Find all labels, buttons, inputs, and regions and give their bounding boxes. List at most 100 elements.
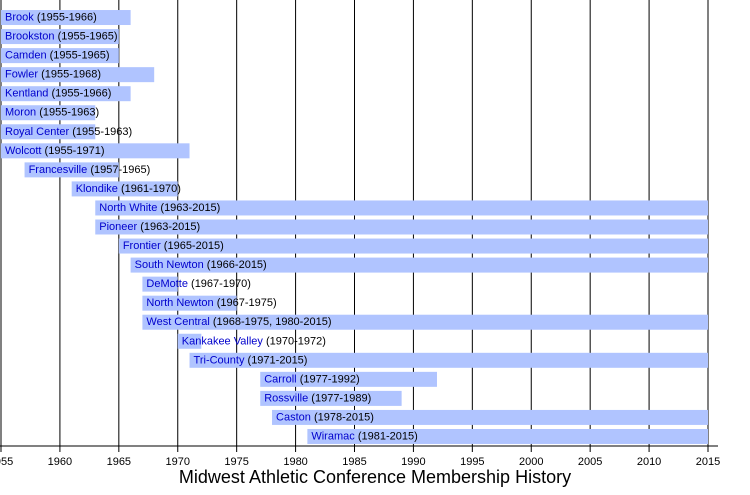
member-period: (1981-2015) bbox=[358, 430, 418, 442]
bar-label: Frontier (1965-2015) bbox=[123, 240, 224, 252]
bar-label: Kentland (1955-1966) bbox=[5, 88, 111, 100]
member-period: (1971-2015) bbox=[248, 354, 308, 366]
bar-label: Pioneer (1963-2015) bbox=[99, 221, 200, 233]
member-period: (1977-1989) bbox=[311, 392, 371, 404]
bar bbox=[1, 10, 131, 26]
member-name: Royal Center bbox=[5, 126, 70, 138]
bar-label: North Newton (1967-1975) bbox=[146, 297, 276, 309]
bar bbox=[142, 295, 237, 311]
member-period: (1967-1975) bbox=[217, 297, 277, 309]
bar-label: North White (1963-2015) bbox=[99, 202, 220, 214]
member-period: (1957-1965) bbox=[90, 164, 150, 176]
member-name: Wolcott bbox=[5, 145, 41, 157]
member-name: Pioneer bbox=[99, 221, 137, 233]
member-name: Rossville bbox=[264, 392, 308, 404]
bar-label: DeMotte (1967-1970) bbox=[146, 278, 251, 290]
x-tick-label: 1985 bbox=[342, 456, 366, 468]
member-name: Kankakee Valley bbox=[182, 335, 264, 347]
x-tick-label: 2010 bbox=[637, 456, 661, 468]
bar-label: Camden (1955-1965) bbox=[5, 50, 110, 62]
member-period: (1955-1965) bbox=[50, 50, 110, 62]
bar bbox=[1, 105, 96, 121]
member-name: North White bbox=[99, 202, 157, 214]
member-period: (1970-1972) bbox=[266, 335, 326, 347]
bar-label: Kankakee Valley (1970-1972) bbox=[182, 335, 326, 347]
chart-title: Midwest Athletic Conference Membership H… bbox=[179, 467, 571, 487]
member-name: North Newton bbox=[146, 297, 213, 309]
x-tick-label: 1975 bbox=[224, 456, 248, 468]
bar-label: Carroll (1977-1992) bbox=[264, 373, 359, 385]
member-name: Brook bbox=[5, 11, 34, 23]
member-period: (1955-1965) bbox=[58, 30, 118, 42]
bar-label: West Central (1968-1975, 1980-2015) bbox=[146, 316, 331, 328]
member-period: (1955-1963) bbox=[72, 126, 132, 138]
member-period: (1967-1970) bbox=[191, 278, 251, 290]
bar-label: South Newton (1966-2015) bbox=[135, 259, 267, 271]
member-period: (1965-2015) bbox=[164, 240, 224, 252]
member-period: (1963-2015) bbox=[160, 202, 220, 214]
x-tick-label: 1955 bbox=[0, 456, 13, 468]
bar bbox=[95, 219, 709, 235]
bar-label: Francesville (1957-1965) bbox=[29, 164, 151, 176]
bar bbox=[24, 162, 119, 178]
member-name: Moron bbox=[5, 107, 36, 119]
member-name: Kentland bbox=[5, 88, 48, 100]
x-tick-label: 2000 bbox=[519, 456, 543, 468]
bar-label: Wiramac (1981-2015) bbox=[311, 430, 417, 442]
member-period: (1955-1966) bbox=[52, 88, 112, 100]
member-period: (1963-2015) bbox=[140, 221, 200, 233]
bar bbox=[1, 48, 119, 64]
bar bbox=[1, 29, 119, 45]
member-period: (1955-1963) bbox=[39, 107, 99, 119]
bar-label: Moron (1955-1963) bbox=[5, 107, 99, 119]
bar-label: Fowler (1955-1968) bbox=[5, 69, 101, 81]
member-name: Caston bbox=[276, 411, 311, 423]
member-name: Carroll bbox=[264, 373, 296, 385]
member-name: Tri-County bbox=[194, 354, 245, 366]
member-period: (1955-1966) bbox=[37, 11, 97, 23]
x-tick-label: 1970 bbox=[166, 456, 190, 468]
member-name: Camden bbox=[5, 50, 47, 62]
x-tick-label: 1990 bbox=[401, 456, 425, 468]
bar bbox=[1, 86, 131, 102]
bar bbox=[130, 257, 708, 273]
member-period: (1955-1968) bbox=[41, 69, 101, 81]
bar bbox=[95, 200, 709, 216]
x-tick-label: 1995 bbox=[460, 456, 484, 468]
x-tick-label: 1960 bbox=[48, 456, 72, 468]
bar bbox=[307, 428, 708, 444]
bar bbox=[1, 143, 190, 159]
x-tick-label: 2005 bbox=[578, 456, 602, 468]
member-name: Brookston bbox=[5, 30, 55, 42]
bar bbox=[71, 181, 178, 197]
bar bbox=[272, 409, 708, 425]
bar bbox=[1, 124, 96, 140]
x-tick-label: 1965 bbox=[107, 456, 131, 468]
member-period: (1968-1975, 1980-2015) bbox=[213, 316, 332, 328]
x-tick-label: 2015 bbox=[696, 456, 720, 468]
member-name: Francesville bbox=[29, 164, 88, 176]
bar-label: Brook (1955-1966) bbox=[5, 11, 97, 23]
member-name: West Central bbox=[146, 316, 209, 328]
member-name: Frontier bbox=[123, 240, 161, 252]
member-period: (1977-1992) bbox=[300, 373, 360, 385]
member-name: Wiramac bbox=[311, 430, 355, 442]
bar bbox=[260, 390, 402, 406]
bar-label: Rossville (1977-1989) bbox=[264, 392, 371, 404]
member-name: Fowler bbox=[5, 69, 38, 81]
bar bbox=[177, 333, 202, 349]
bar-label: Wolcott (1955-1971) bbox=[5, 145, 104, 157]
bar-label: Brookston (1955-1965) bbox=[5, 30, 118, 42]
bar-label: Tri-County (1971-2015) bbox=[194, 354, 308, 366]
bar bbox=[260, 371, 437, 387]
bar-label: Royal Center (1955-1963) bbox=[5, 126, 132, 138]
member-name: South Newton bbox=[135, 259, 204, 271]
bar-label: Klondike (1961-1970) bbox=[76, 183, 181, 195]
bar bbox=[142, 276, 178, 292]
member-name: DeMotte bbox=[146, 278, 188, 290]
bar bbox=[142, 314, 708, 330]
member-period: (1955-1971) bbox=[45, 145, 105, 157]
member-name: Klondike bbox=[76, 183, 118, 195]
member-period: (1966-2015) bbox=[207, 259, 267, 271]
